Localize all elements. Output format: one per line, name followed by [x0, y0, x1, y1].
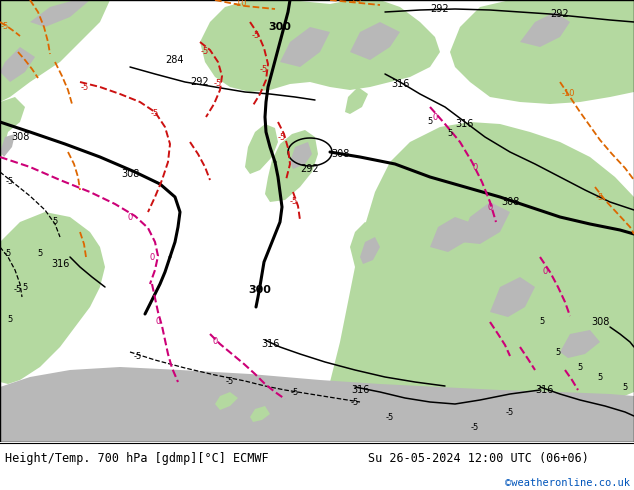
Polygon shape: [490, 277, 535, 317]
Polygon shape: [345, 87, 368, 114]
Polygon shape: [245, 124, 278, 174]
Polygon shape: [0, 367, 634, 442]
Text: -5: -5: [386, 413, 394, 421]
Text: 5: 5: [37, 249, 42, 259]
Text: -15: -15: [348, 0, 362, 4]
Text: -5: -5: [596, 193, 604, 201]
Text: 5: 5: [8, 316, 13, 324]
Text: -5: -5: [226, 376, 234, 386]
Text: 5: 5: [53, 218, 58, 226]
Polygon shape: [560, 330, 600, 358]
Text: Height/Temp. 700 hPa [gdmp][°C] ECMWF: Height/Temp. 700 hPa [gdmp][°C] ECMWF: [5, 452, 269, 466]
Text: -5: -5: [1, 23, 9, 31]
Polygon shape: [0, 97, 25, 162]
Text: -5: -5: [351, 397, 359, 407]
Text: 292: 292: [551, 9, 569, 19]
Text: -5: -5: [278, 133, 286, 143]
Text: -5: -5: [201, 48, 209, 56]
Text: -5: -5: [506, 408, 514, 416]
Text: 308: 308: [501, 197, 519, 207]
Polygon shape: [290, 142, 312, 169]
Text: 316: 316: [456, 119, 474, 129]
Polygon shape: [215, 392, 238, 410]
Polygon shape: [470, 327, 495, 364]
Text: 292: 292: [430, 4, 450, 14]
Text: 300: 300: [269, 22, 292, 32]
Text: -5: -5: [214, 79, 222, 89]
Text: 316: 316: [261, 339, 279, 349]
Text: -5: -5: [260, 66, 268, 74]
Polygon shape: [0, 134, 15, 157]
Polygon shape: [265, 130, 318, 202]
Text: 316: 316: [391, 79, 409, 89]
Polygon shape: [430, 217, 475, 252]
Text: 0: 0: [472, 163, 477, 172]
Text: 308: 308: [11, 132, 29, 142]
Polygon shape: [280, 27, 330, 67]
Text: 284: 284: [165, 55, 184, 65]
Text: 308: 308: [121, 169, 139, 179]
Text: 316: 316: [51, 259, 69, 269]
Text: 0: 0: [542, 268, 548, 276]
Text: 308: 308: [331, 149, 349, 159]
Text: -5: -5: [81, 82, 89, 92]
Polygon shape: [350, 22, 400, 60]
Text: 0: 0: [127, 213, 133, 221]
Polygon shape: [30, 0, 90, 27]
Text: -5: -5: [4, 249, 12, 259]
Text: -5: -5: [14, 286, 22, 294]
Text: -5: -5: [6, 177, 14, 187]
Text: 292: 292: [191, 77, 209, 87]
Text: 5: 5: [578, 363, 583, 371]
Polygon shape: [0, 0, 110, 102]
Text: 316: 316: [536, 385, 554, 395]
Text: 5: 5: [448, 129, 453, 139]
Text: -5: -5: [252, 31, 260, 41]
Polygon shape: [250, 406, 270, 422]
Text: 0: 0: [432, 113, 437, 122]
Text: 316: 316: [351, 385, 369, 395]
Polygon shape: [540, 322, 634, 387]
Text: -5: -5: [290, 197, 298, 206]
Text: -10: -10: [233, 0, 247, 8]
Text: -5: -5: [134, 351, 142, 361]
Polygon shape: [460, 202, 510, 244]
Text: 0: 0: [155, 318, 160, 326]
Text: 0: 0: [488, 202, 493, 212]
Polygon shape: [360, 237, 380, 264]
Text: 0: 0: [212, 338, 217, 346]
Text: 0: 0: [150, 252, 155, 262]
Text: 5: 5: [540, 318, 545, 326]
Text: ©weatheronline.co.uk: ©weatheronline.co.uk: [505, 478, 630, 488]
Polygon shape: [200, 0, 440, 92]
Text: 5: 5: [555, 347, 560, 357]
Polygon shape: [330, 122, 634, 422]
Text: 308: 308: [591, 317, 609, 327]
Text: 292: 292: [301, 164, 320, 174]
Text: 5: 5: [623, 383, 628, 392]
Text: -5: -5: [291, 388, 299, 396]
Text: -5: -5: [471, 422, 479, 432]
Polygon shape: [520, 12, 570, 47]
Polygon shape: [450, 0, 634, 104]
Text: 5: 5: [427, 118, 432, 126]
Polygon shape: [0, 212, 105, 384]
Text: 5: 5: [597, 372, 603, 382]
Polygon shape: [0, 47, 35, 82]
Text: 300: 300: [249, 285, 271, 295]
Polygon shape: [350, 222, 390, 302]
Text: 5: 5: [22, 283, 28, 292]
Text: -5: -5: [151, 109, 159, 119]
Text: Su 26-05-2024 12:00 UTC (06+06): Su 26-05-2024 12:00 UTC (06+06): [368, 452, 588, 466]
Text: -10: -10: [561, 90, 575, 98]
